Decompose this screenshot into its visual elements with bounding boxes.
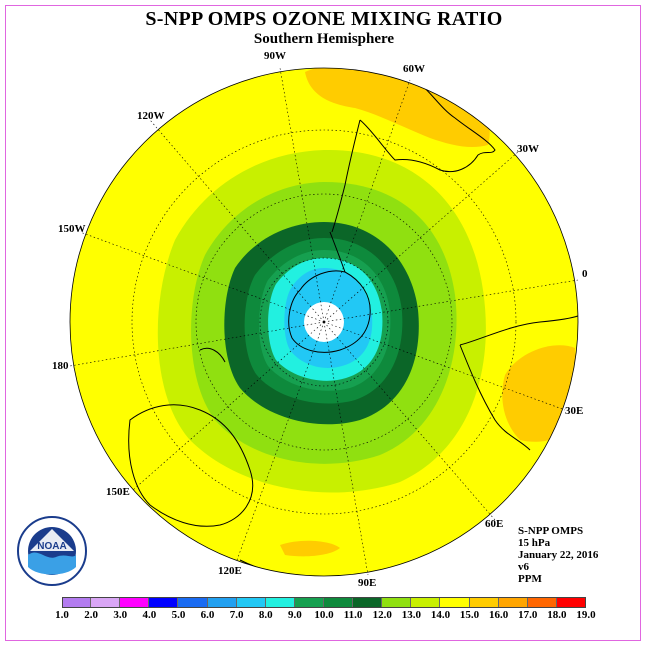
colorbar-label: 19.0 [576, 609, 596, 621]
coast-africa [459, 314, 578, 451]
graticule [69, 67, 579, 576]
info-level: 15 hPa [518, 537, 551, 549]
colorbar-swatch [236, 598, 266, 607]
colorbar-label: 7.0 [229, 609, 244, 621]
colorbar-swatch [324, 598, 354, 607]
coast-antarctica [288, 231, 371, 353]
colorbar-label: 6.0 [200, 609, 215, 621]
colorbar-swatch [294, 598, 324, 607]
lon-label-60w: 60W [403, 63, 425, 75]
colorbar-label: 4.0 [142, 609, 157, 621]
map-info-block: S-NPP OMPS 15 hPa January 22, 2016 v6 PP… [518, 525, 598, 585]
colorbar-swatch [178, 598, 208, 607]
colorbar-swatch [91, 598, 121, 607]
colorbar-swatch [353, 598, 383, 607]
colorbar-swatch [498, 598, 528, 607]
lon-label-0: 0 [582, 268, 588, 280]
coast-newzealand [199, 347, 226, 363]
colorbar-swatch [382, 598, 412, 607]
colorbar-label: 14.0 [430, 609, 451, 621]
info-date: January 22, 2016 [518, 549, 599, 561]
lon-label-150e: 150E [106, 486, 130, 498]
noaa-logo: NOAA [16, 515, 88, 592]
lon-label-30w: 30W [517, 143, 539, 155]
lon-label-90e: 90E [358, 577, 377, 589]
lon-label-120e: 120E [218, 565, 242, 577]
colorbar-label: 10.0 [314, 609, 334, 621]
lon-label-60e: 60E [485, 518, 504, 530]
colorbar-label: 12.0 [372, 609, 392, 621]
plot-frame [5, 5, 641, 641]
lon-label-120w: 120W [137, 110, 165, 122]
info-units: PPM [518, 573, 542, 585]
ozone-patch-pacific [280, 540, 340, 557]
info-version: v6 [518, 561, 529, 573]
colorbar-swatch [527, 598, 557, 607]
logo-text: NOAA [37, 541, 66, 552]
colorbar-label: 17.0 [518, 609, 538, 621]
lon-label-150w: 150W [58, 223, 86, 235]
map-title: S-NPP OMPS OZONE MIXING RATIO [145, 8, 503, 30]
colorbar-label: 13.0 [401, 609, 421, 621]
map-disc-outline [69, 67, 579, 577]
coast-australia [128, 404, 254, 527]
colorbar-swatch [411, 598, 441, 607]
lon-label-90w: 90W [264, 50, 286, 62]
colorbar-label: 5.0 [171, 609, 186, 621]
colorbar-label: 8.0 [258, 609, 273, 621]
colorbar-swatch [207, 598, 237, 607]
colorbar-label: 1.0 [55, 609, 69, 621]
colorbar-swatch [469, 598, 499, 607]
colorbar-label: 18.0 [547, 609, 567, 621]
colorbar-label: 3.0 [113, 609, 128, 621]
colorbar-swatch [149, 598, 179, 607]
colorbar-swatch [120, 598, 150, 607]
map-subtitle: Southern Hemisphere [253, 31, 395, 47]
colorbar-swatch [440, 598, 470, 607]
colorbar-swatch [265, 598, 295, 607]
colorbar-swatch [62, 598, 92, 607]
info-satellite: S-NPP OMPS [518, 525, 584, 537]
colorbar-swatch [556, 598, 586, 607]
colorbar-label: 9.0 [288, 609, 302, 621]
colorbar-label: 2.0 [84, 609, 98, 621]
colorbar-label: 15.0 [459, 609, 480, 621]
lon-label-180: 180 [52, 360, 69, 372]
colorbar-label: 16.0 [489, 609, 509, 621]
coast-south-america [331, 79, 496, 233]
colorbar-label: 11.0 [343, 609, 363, 621]
lon-label-30e: 30E [565, 405, 584, 417]
